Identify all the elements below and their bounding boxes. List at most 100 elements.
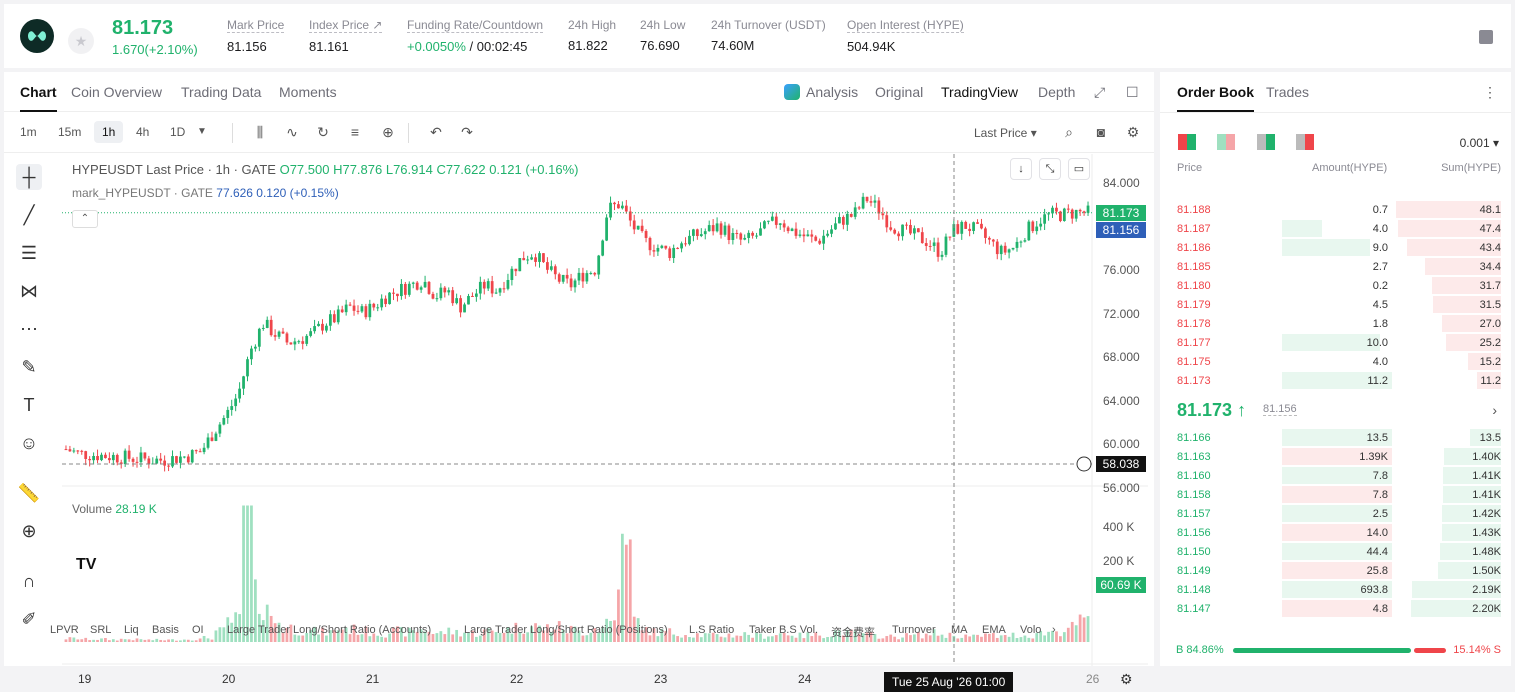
bid-row[interactable]: 81.150 44.4 1.48K [1160,542,1511,561]
bid-row[interactable]: 81.166 13.5 13.5 [1160,428,1511,447]
bid-row[interactable]: 81.158 7.8 1.41K [1160,485,1511,504]
bid-row[interactable]: 81.163 1.39K 1.40K [1160,447,1511,466]
view-split-icon[interactable] [1217,134,1236,150]
view-analysis[interactable]: Analysis [806,84,859,100]
stat-index-price[interactable]: Index Price ↗ 81.161 [309,18,383,54]
timeframe-15m[interactable]: 15m [58,125,82,139]
lock-drawing-icon[interactable]: ✐ [21,609,37,629]
horizontal-lines-icon[interactable]: ☰ [20,243,38,263]
expand-icon[interactable]: ⤢ [1094,84,1106,100]
settings-gear-icon[interactable]: ⚙ [1126,124,1140,140]
tab-moments[interactable]: Moments [279,84,337,100]
search-icon[interactable]: ⌕ [1065,124,1073,140]
zoom-in-icon[interactable]: ⊕ [21,521,37,541]
bid-row[interactable]: 81.160 7.8 1.41K [1160,466,1511,485]
timeframe-dropdown-icon[interactable]: ▼ [197,126,207,137]
indicator-ls-positions[interactable]: Large Trader Long/Short Ratio (Positions… [464,624,668,636]
ask-row[interactable]: 81.180 0.2 31.7 [1160,276,1511,295]
camera-icon[interactable]: ◙ [1096,124,1106,140]
templates-icon[interactable]: ≡ [350,124,360,140]
chart-canvas[interactable] [62,154,1148,666]
mid-price[interactable]: 81.173 ↑ [1177,400,1247,420]
ask-row[interactable]: 81.177 10.0 25.2 [1160,333,1511,352]
text-tool-icon[interactable]: T [23,395,35,415]
precision-select[interactable]: 0.001 ▾ [1459,136,1499,150]
more-menu-icon[interactable]: ⋮ [1483,84,1497,100]
view-depth[interactable]: Depth [1038,84,1076,100]
view-asks-icon[interactable] [1296,134,1315,150]
indicator-srl[interactable]: SRL [90,624,112,636]
indicators-icon[interactable]: ∿ [286,124,298,140]
indicator-ls-ratio[interactable]: L.S Ratio [689,624,735,636]
bid-row[interactable]: 81.148 693.8 2.19K [1160,580,1511,599]
view-original[interactable]: Original [875,84,924,100]
maximize-pane-button[interactable]: ▭ [1068,158,1090,180]
indicator-scroll-right-icon[interactable]: › [1052,624,1056,636]
window-icon[interactable]: ☐ [1126,84,1139,100]
price-chart[interactable]: HYPEUSDT Last Price · 1h · GATE O77.500 … [62,154,1148,692]
trendline-icon[interactable]: ╱ [23,205,35,225]
ask-row[interactable]: 81.186 9.0 43.4 [1160,238,1511,257]
ruler-icon[interactable]: 📏 [17,483,41,503]
tab-trades[interactable]: Trades [1266,84,1310,100]
indicator-taker-vol[interactable]: Taker B.S Vol. [749,624,819,636]
view-bids-icon[interactable] [1256,134,1275,150]
ask-row[interactable]: 81.178 1.8 27.0 [1160,314,1511,333]
favorite-star-icon[interactable]: ★ [68,28,94,54]
ask-row[interactable]: 81.179 4.5 31.5 [1160,295,1511,314]
scroll-down-button[interactable]: ↓ [1010,158,1032,180]
pattern-icon[interactable]: ⋈ [20,281,38,301]
view-tradingview[interactable]: TradingView [941,84,1019,100]
bid-row[interactable]: 81.157 2.5 1.42K [1160,504,1511,523]
chevron-right-icon[interactable]: › [1492,402,1497,418]
brush-icon[interactable]: ✎ [21,357,37,377]
redo-icon[interactable]: ↷ [461,124,473,140]
axis-settings-icon[interactable]: ⚙ [1120,671,1133,687]
crosshair-icon[interactable]: ┼ [16,164,42,190]
indicator-ma[interactable]: MA [951,624,968,636]
indicator-lpvr[interactable]: LPVR [50,624,79,636]
candle-body [167,465,170,467]
fib-icon[interactable]: ⋯ [20,319,38,339]
book-icon[interactable] [1479,30,1493,44]
ask-row[interactable]: 81.187 4.0 47.4 [1160,219,1511,238]
collapse-pane-button[interactable]: ⤡ [1039,158,1061,180]
candle-type-icon[interactable]: ⫼ [256,124,264,140]
indicator-ls-accounts[interactable]: Large Trader Long/Short Ratio (Accounts) [227,624,432,636]
indicator-turnover[interactable]: Turnover [892,624,936,636]
timeframe-4h[interactable]: 4h [136,125,150,139]
ask-row[interactable]: 81.173 11.2 11.2 [1160,371,1511,390]
timeframe-1m[interactable]: 1m [20,125,37,139]
stat-open-interest[interactable]: Open Interest (HYPE) 504.94K [847,18,964,54]
tab-coin-overview[interactable]: Coin Overview [71,84,163,100]
stat-mark-price[interactable]: Mark Price 81.156 [227,18,285,54]
indicator-ema[interactable]: EMA [982,624,1006,636]
indicator-basis[interactable]: Basis [152,624,179,636]
add-alert-icon[interactable]: ⊕ [382,124,394,140]
collapse-legend-button[interactable]: ⌃ [72,210,98,228]
candle-body [703,231,707,235]
indicator-liq[interactable]: Liq [124,624,139,636]
view-both-icon[interactable] [1178,134,1196,150]
tab-chart[interactable]: Chart [20,84,57,112]
ask-row[interactable]: 81.185 2.7 34.4 [1160,257,1511,276]
indicator-funding-rate[interactable]: 资金费率 [831,627,875,639]
ask-row[interactable]: 81.188 0.7 48.1 [1160,200,1511,219]
emoji-icon[interactable]: ☺ [19,433,39,453]
stat-funding-rate[interactable]: Funding Rate/Countdown +0.0050% / 00:02:… [407,18,544,54]
replay-icon[interactable]: ↻ [317,124,329,140]
tab-trading-data[interactable]: Trading Data [181,84,262,100]
indicator-volo[interactable]: Volo [1020,624,1042,636]
tab-order-book[interactable]: Order Book [1177,84,1255,112]
timeframe-1h[interactable]: 1h [94,121,124,143]
magnet-icon[interactable]: ∩ [22,571,36,591]
ask-row[interactable]: 81.175 4.0 15.2 [1160,352,1511,371]
bid-row[interactable]: 81.147 4.8 2.20K [1160,599,1511,618]
bid-row[interactable]: 81.156 14.0 1.43K [1160,523,1511,542]
bid-row[interactable]: 81.149 25.8 1.50K [1160,561,1511,580]
indicator-oi[interactable]: OI [192,624,204,636]
undo-icon[interactable]: ↶ [430,124,442,140]
tradingview-logo[interactable]: TV [76,556,97,573]
price-type-select[interactable]: Last Price ▾ [974,126,1037,140]
timeframe-1d[interactable]: 1D [170,125,186,139]
